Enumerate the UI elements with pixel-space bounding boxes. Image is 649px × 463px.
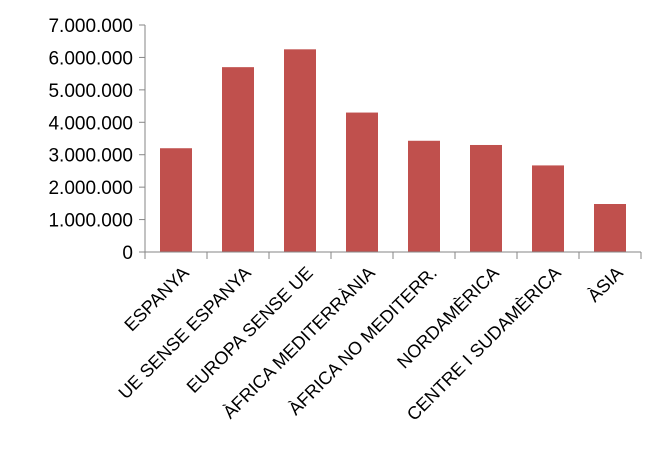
- y-tick-label: 1.000.000: [48, 211, 133, 232]
- y-tick-label: 7.000.000: [48, 16, 133, 37]
- x-axis-ticks: [144, 252, 642, 259]
- bar--sia: [594, 204, 626, 252]
- bar-europa-sense-ue: [284, 49, 316, 253]
- y-tick-label: 2.000.000: [48, 178, 133, 199]
- bar-espanya: [160, 148, 192, 252]
- y-tick-label: 6.000.000: [48, 48, 133, 69]
- bars: [160, 49, 626, 253]
- bar--frica-mediterr-nia: [346, 112, 378, 252]
- bar-centre-i-sudam-rica: [532, 165, 564, 252]
- bar--frica-no-mediterr-: [408, 140, 440, 252]
- y-tick-label: 3.000.000: [48, 146, 133, 167]
- y-tick-label: 5.000.000: [48, 81, 133, 102]
- y-tick-label: 0: [122, 243, 133, 264]
- y-tick-label: 4.000.000: [48, 113, 133, 134]
- bar-nordam-rica: [470, 144, 502, 252]
- x-category-label: ÀSIA: [584, 263, 627, 306]
- bar-ue-sense-espanya: [222, 67, 254, 253]
- y-axis-ticks: 0 1.000.000 2.000.000 3.000.000 4.000.000 5.0…: [48, 16, 145, 264]
